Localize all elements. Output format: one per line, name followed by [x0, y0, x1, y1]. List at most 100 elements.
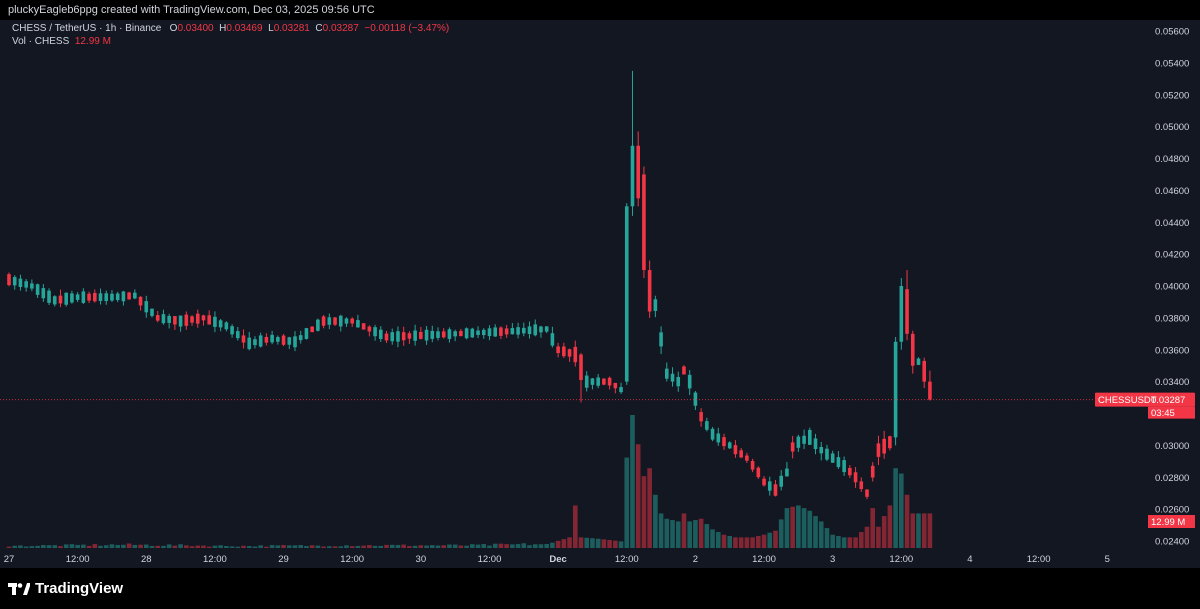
volume-bar: [773, 530, 778, 548]
volume-bar: [801, 508, 807, 548]
volume-bar: [858, 532, 864, 548]
candle-body: [848, 468, 852, 476]
volume-bar: [658, 513, 664, 548]
volume-bars: [6, 415, 933, 548]
candle-body: [893, 341, 898, 438]
candle-body: [127, 292, 131, 300]
volume-bar: [876, 526, 881, 548]
chart-legend: CHESS / TetherUS · 1h · Binance O0.03400…: [12, 22, 449, 48]
candle-body: [184, 314, 189, 326]
x-tick-label: 12:00: [615, 554, 639, 565]
candle-body: [121, 291, 126, 302]
candle-body: [653, 299, 658, 311]
volume-bar: [481, 544, 487, 548]
volume-bar: [704, 524, 710, 548]
candle-body: [602, 378, 606, 385]
volume-bar: [332, 546, 338, 548]
volume-bar: [504, 544, 509, 548]
x-tick-label: 30: [416, 554, 427, 565]
volume-bar: [41, 545, 46, 548]
volume-bar: [750, 537, 755, 548]
volume-bar: [904, 494, 910, 548]
volume-bar: [681, 513, 687, 548]
candle-body: [98, 293, 103, 301]
high-value: 0.03469: [226, 23, 263, 34]
volume-bar: [166, 544, 172, 548]
x-tick-label: 12:00: [1027, 554, 1051, 565]
volume-bar: [624, 457, 630, 548]
candle-body: [81, 291, 86, 303]
candle-body: [218, 320, 223, 328]
volume-bar: [590, 538, 595, 548]
candle-body: [75, 294, 80, 300]
volume-bar: [86, 545, 92, 548]
volume-bar: [126, 543, 132, 548]
volume-bar: [910, 513, 916, 548]
volume-bar: [532, 544, 538, 548]
volume-bar: [572, 505, 578, 548]
volume-bar: [401, 544, 406, 548]
chart-pane[interactable]: [0, 20, 1200, 568]
header-caption: pluckyEagleb6ppg created with TradingVie…: [8, 4, 375, 16]
volume-bar: [98, 545, 103, 548]
time-axis: 27 12:00 28 12:00 29 12:00 30 12:00 Dec 12:00 2 12:…: [4, 554, 1110, 565]
close-value: 0.03287: [322, 23, 359, 34]
candle-body: [865, 489, 869, 497]
volume-bar: [23, 546, 29, 548]
volume-bar: [29, 546, 35, 548]
candle-body: [773, 484, 778, 496]
y-tick-label: 0.03400: [1155, 377, 1189, 388]
volume-bar: [847, 537, 853, 548]
candle-body: [670, 373, 675, 382]
candle-body: [333, 317, 337, 325]
x-tick-label: 12:00: [340, 554, 364, 565]
candle-body: [344, 318, 349, 324]
volume-label[interactable]: Vol · CHESS: [12, 36, 70, 47]
candle-body: [493, 327, 497, 337]
volume-bar: [18, 545, 23, 548]
candle-body: [853, 472, 858, 483]
volume-bar: [601, 539, 607, 548]
candle-body: [659, 332, 663, 347]
volume-bar: [367, 545, 372, 548]
volume-bar: [81, 544, 86, 548]
brand-name: TradingView: [35, 580, 124, 597]
candle-body: [756, 467, 761, 478]
volume-bar: [429, 545, 435, 548]
countdown-label: 03:45: [1151, 408, 1175, 419]
candle-body: [47, 290, 51, 303]
volume-bar: [538, 544, 544, 548]
candle-body: [842, 460, 846, 473]
candle-body: [167, 316, 171, 323]
volume-bar: [881, 516, 887, 548]
volume-bar: [269, 545, 275, 548]
volume-bar: [206, 546, 212, 548]
candle-body: [710, 428, 715, 440]
volume-bar: [710, 529, 715, 548]
candle-body: [928, 381, 932, 400]
symbol-label[interactable]: CHESS / TetherUS · 1h · Binance: [12, 23, 162, 34]
volume-bar: [384, 544, 389, 548]
candle-body: [224, 322, 229, 330]
candle-body: [207, 315, 211, 325]
candlestick-chart[interactable]: 0.05600 0.05400 0.05200 0.05000 0.04800 0.046…: [0, 20, 1200, 568]
candle-body: [836, 457, 841, 468]
x-tick-label: 3: [830, 554, 835, 565]
candle-body: [882, 438, 886, 454]
volume-bar: [492, 543, 498, 548]
x-tick-label: 5: [1105, 554, 1110, 565]
candle-body: [499, 327, 503, 336]
candle-body: [613, 382, 618, 389]
volume-bar: [555, 540, 561, 548]
low-label: L: [268, 23, 274, 34]
candle-body: [321, 316, 326, 326]
volume-bar: [824, 528, 830, 548]
volume-bar: [309, 545, 315, 548]
volume-bar: [132, 544, 138, 548]
candle-body: [550, 333, 555, 346]
candle-body: [253, 339, 257, 346]
candle-body: [316, 319, 320, 331]
candle-body: [144, 301, 149, 313]
candle-body: [590, 378, 595, 385]
y-tick-label: 0.03800: [1155, 313, 1189, 324]
